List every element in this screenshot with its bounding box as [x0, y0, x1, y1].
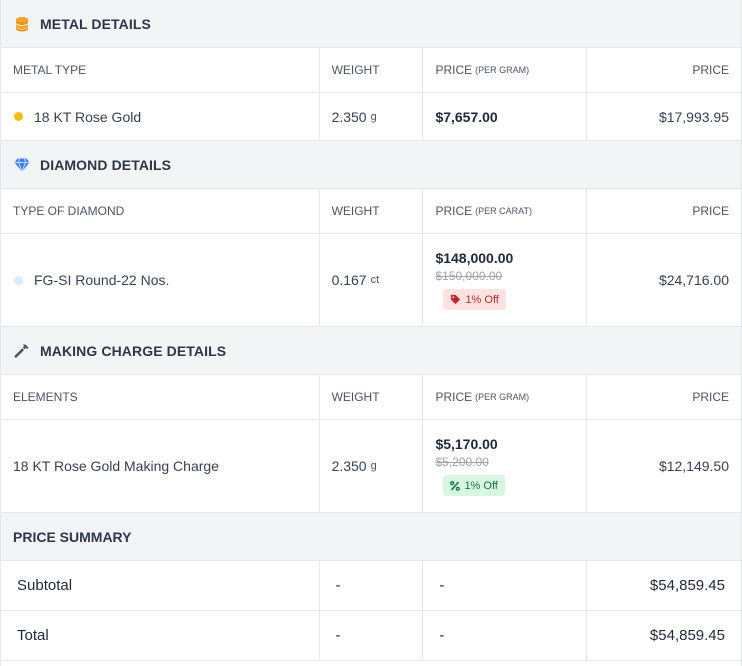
summary-value: $54,859.45 [649, 627, 725, 644]
summary-value: $54,859.45 [649, 577, 725, 594]
weight-value: 2.350 [331, 458, 367, 474]
column-header-price: PRICE [692, 63, 730, 77]
rate-value: $148,000.00 [435, 250, 514, 266]
weight-cell: 2.350 g [320, 420, 424, 512]
rate-label: PRICE [435, 204, 473, 218]
rate-cell: $5,170.00 $5,200.00 1% Off [423, 420, 588, 512]
original-rate: $150,000.00 [435, 269, 503, 283]
table-row: 18 KT Rose Gold Making Charge 2.350 g $5,… [1, 420, 741, 513]
percent-icon [450, 480, 461, 491]
tag-icon [451, 294, 461, 305]
element-name-cell: 18 KT Rose Gold Making Charge [1, 420, 320, 512]
weight-unit: ct [370, 274, 380, 286]
column-header-weight: WEIGHT [320, 48, 424, 92]
summary-label: Subtotal [1, 561, 320, 610]
diamond-icon [13, 156, 31, 174]
rate-value: $7,657.00 [435, 108, 498, 125]
summary-empty: - [320, 561, 424, 610]
original-rate: $5,200.00 [435, 455, 489, 469]
element-name: 18 KT Rose Gold Making Charge [13, 458, 219, 474]
column-header-weight: WEIGHT [320, 375, 424, 419]
rate-cell: $7,657.00 [423, 93, 588, 140]
column-header-weight: WEIGHT [320, 189, 424, 233]
diamond-details-header: DIAMOND DETAILS [1, 141, 741, 189]
weight-cell: 2.350 g [320, 93, 424, 140]
metal-details-header: METAL DETAILS [1, 0, 741, 48]
weight-cell: 0.167 ct [320, 234, 424, 326]
price-cell: $12,149.50 [658, 458, 730, 474]
table-row: FG-SI Round-22 Nos. 0.167 ct $148,000.00 … [1, 234, 741, 327]
diamond-type-cell: FG-SI Round-22 Nos. [1, 234, 320, 326]
rate-label: PRICE [435, 390, 473, 404]
making-charge-header: MAKING CHARGE DETAILS [1, 327, 741, 375]
hammer-icon [13, 342, 31, 360]
column-header-rate: PRICE (PER CARAT) [423, 189, 588, 233]
column-header-type: ELEMENTS [1, 375, 320, 419]
price-summary-header: PRICE SUMMARY [1, 513, 741, 561]
metal-name: 18 KT Rose Gold [34, 108, 142, 125]
summary-row-subtotal: Subtotal - - $54,859.45 [1, 561, 741, 611]
column-header-rate: PRICE (PER GRAM) [423, 375, 588, 419]
column-header-price: PRICE [692, 390, 730, 404]
discount-badge: 1% Off [443, 289, 506, 310]
weight-value: 2.350 [331, 108, 367, 125]
weight-unit: g [370, 110, 377, 123]
table-row: 18 KT Rose Gold 2.350 g $7,657.00 $17,993… [1, 93, 741, 141]
section-title: PRICE SUMMARY [13, 528, 132, 545]
section-title: DIAMOND DETAILS [40, 156, 172, 173]
diamond-name: FG-SI Round-22 Nos. [34, 272, 170, 288]
metal-table-header: METAL TYPE WEIGHT PRICE (PER GRAM) PRICE [1, 48, 741, 93]
discount-text: 1% Off [465, 293, 499, 306]
rate-unit: (PER CARAT) [475, 206, 532, 216]
price-cell: $24,716.00 [658, 272, 730, 288]
making-table-header: ELEMENTS WEIGHT PRICE (PER GRAM) PRICE [1, 375, 741, 420]
metal-type-cell: 18 KT Rose Gold [1, 93, 320, 140]
summary-empty: - [423, 561, 588, 610]
discount-badge: 1% Off [443, 475, 505, 496]
metal-color-dot [14, 112, 23, 121]
coins-icon [13, 15, 31, 33]
summary-row-total: Total - - $54,859.45 [1, 611, 741, 661]
weight-value: 0.167 [331, 272, 367, 288]
summary-label: Total [1, 611, 320, 660]
rate-label: PRICE [435, 63, 473, 77]
column-header-price: PRICE [692, 204, 730, 218]
diamond-color-dot [14, 275, 23, 285]
rate-unit: (PER GRAM) [475, 392, 530, 402]
weight-unit: g [370, 460, 377, 472]
column-header-type: METAL TYPE [1, 48, 320, 92]
rate-unit: (PER GRAM) [475, 65, 530, 75]
summary-empty: - [423, 611, 588, 660]
diamond-table-header: TYPE OF DIAMOND WEIGHT PRICE (PER CARAT) … [1, 189, 741, 234]
discount-text: 1% Off [464, 479, 498, 492]
column-header-rate: PRICE (PER GRAM) [423, 48, 588, 92]
rate-cell: $148,000.00 $150,000.00 1% Off [423, 234, 588, 326]
section-title: MAKING CHARGE DETAILS [40, 342, 227, 359]
price-cell: $17,993.95 [658, 108, 730, 125]
summary-empty: - [320, 611, 424, 660]
column-header-type: TYPE OF DIAMOND [1, 189, 320, 233]
section-title: METAL DETAILS [40, 15, 151, 32]
rate-value: $5,170.00 [435, 436, 498, 452]
